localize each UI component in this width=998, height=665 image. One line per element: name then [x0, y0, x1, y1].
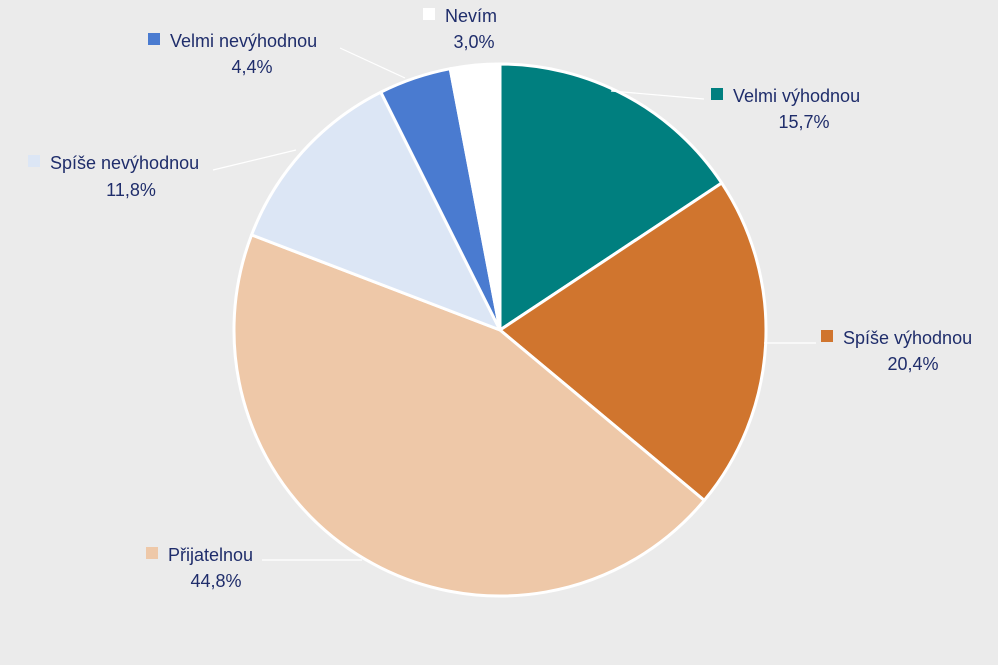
pie-slice-spise-nevyhodnou [250, 90, 502, 332]
slice-label-name-spise-nevyhodnou: Spíše nevýhodnou [50, 153, 199, 173]
slice-label-value-prijatelnou: 44,8% [190, 571, 241, 591]
pie-slice-nevim [448, 62, 502, 332]
pie-slice-spise-vyhodnou [498, 181, 768, 502]
legend-swatch-velmi-nevyhodnou [148, 33, 160, 45]
slice-label-name-prijatelnou: Přijatelnou [168, 545, 253, 565]
legend-swatch-spise-nevyhodnou [28, 155, 40, 167]
slice-label-name-velmi-vyhodnou: Velmi výhodnou [733, 86, 860, 106]
slice-label-value-spise-vyhodnou: 20,4% [887, 354, 938, 374]
labels-layer: Velmi výhodnou 15,7% Spíše výhodnou 20,4% Př… [28, 6, 972, 591]
slice-label-value-velmi-nevyhodnou: 4,4% [231, 57, 272, 77]
slice-label-name-spise-vyhodnou: Spíše výhodnou [843, 328, 972, 348]
leader-line-velmi-nevyhodnou [339, 47, 406, 79]
leader-line-velmi-vyhodnou [610, 90, 705, 100]
legend-swatch-spise-vyhodnou [821, 330, 833, 342]
slice-label-value-spise-nevyhodnou: 11,8% [106, 180, 156, 200]
pie-slice-velmi-vyhodnou [498, 62, 724, 332]
leader-lines-layer [212, 47, 816, 561]
slice-label-name-nevim: Nevím [445, 6, 497, 26]
legend-swatch-nevim [423, 8, 435, 20]
slices-layer [232, 62, 768, 598]
legend-swatch-velmi-vyhodnou [711, 88, 723, 100]
pie-slice-prijatelnou [232, 233, 706, 598]
slice-label-value-nevim: 3,0% [453, 32, 494, 52]
slice-label-name-velmi-nevyhodnou: Velmi nevýhodnou [170, 31, 317, 51]
slice-label-value-velmi-vyhodnou: 15,7% [778, 112, 829, 132]
leader-line-spise-nevyhodnou [212, 149, 297, 171]
legend-swatch-prijatelnou [146, 547, 158, 559]
